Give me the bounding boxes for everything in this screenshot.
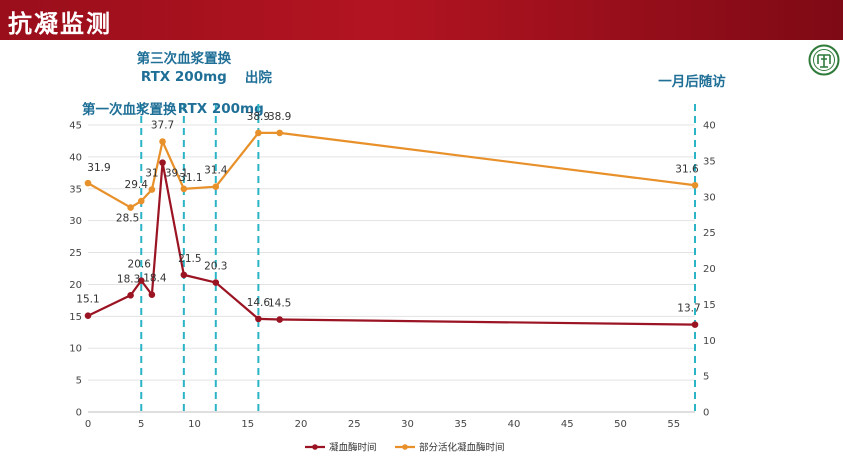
y-right-tick-label: 40 bbox=[703, 121, 716, 132]
y-left-tick-label: 0 bbox=[76, 408, 82, 419]
y-left-tick-label: 30 bbox=[69, 216, 82, 227]
legend-marker bbox=[402, 444, 408, 450]
data-point bbox=[84, 179, 92, 187]
y-right-tick-label: 0 bbox=[703, 408, 709, 419]
y-left-tick-label: 40 bbox=[69, 152, 82, 163]
data-label: 14.6 bbox=[247, 297, 271, 309]
y-left-tick-label: 25 bbox=[69, 248, 82, 259]
event-label: RTX 200mg bbox=[141, 69, 227, 85]
data-label: 38.9 bbox=[268, 111, 291, 123]
x-tick-label: 30 bbox=[401, 419, 414, 430]
event-label: RTX 200mg bbox=[178, 101, 264, 117]
y-right-tick-label: 25 bbox=[703, 228, 716, 239]
data-point bbox=[127, 291, 134, 299]
data-point bbox=[212, 279, 220, 286]
data-label: 18.3 bbox=[117, 273, 140, 285]
data-label: 39.1 bbox=[165, 168, 188, 180]
data-point bbox=[212, 183, 220, 191]
data-point bbox=[276, 129, 283, 137]
data-point bbox=[691, 321, 699, 328]
data-point bbox=[84, 312, 92, 319]
data-label: 31.9 bbox=[87, 162, 110, 174]
x-tick-label: 20 bbox=[295, 419, 308, 430]
x-tick-label: 15 bbox=[241, 419, 254, 430]
x-tick-label: 10 bbox=[188, 419, 201, 430]
data-label: 13.7 bbox=[677, 303, 700, 315]
y-left-tick-label: 35 bbox=[69, 184, 82, 195]
x-tick-label: 5 bbox=[138, 419, 144, 430]
x-tick-label: 0 bbox=[85, 419, 91, 430]
data-point bbox=[148, 291, 156, 298]
data-label: 15.1 bbox=[76, 294, 99, 306]
legend-label: 凝血酶时间 bbox=[329, 442, 377, 454]
data-point bbox=[180, 271, 188, 279]
data-point bbox=[127, 204, 134, 211]
data-label: 31.6 bbox=[675, 163, 699, 175]
data-label: 29.4 bbox=[125, 179, 149, 191]
title-bar: 抗凝监测 bbox=[0, 0, 843, 40]
y-left-tick-label: 15 bbox=[69, 312, 82, 323]
data-point bbox=[255, 315, 262, 323]
legend-item: 部分活化凝血酶时间 bbox=[395, 442, 505, 454]
y-right-tick-label: 5 bbox=[703, 372, 709, 383]
x-tick-label: 40 bbox=[508, 419, 521, 430]
page-title: 抗凝监测 bbox=[8, 10, 112, 38]
data-label: 31 bbox=[145, 168, 158, 180]
x-tick-label: 50 bbox=[614, 419, 627, 430]
data-label: 31.1 bbox=[179, 172, 202, 184]
data-label: 21.5 bbox=[178, 253, 201, 265]
x-tick-label: 45 bbox=[561, 419, 574, 430]
y-right-tick-label: 35 bbox=[703, 156, 716, 167]
y-left-tick-label: 20 bbox=[69, 280, 82, 291]
data-point bbox=[159, 138, 166, 145]
x-tick-label: 35 bbox=[454, 419, 467, 430]
event-label: 一月后随访 bbox=[658, 73, 726, 90]
y-left-tick-label: 10 bbox=[69, 344, 82, 355]
legend-item: 凝血酶时间 bbox=[305, 442, 377, 454]
y-left-tick-label: 45 bbox=[69, 121, 82, 132]
data-label: 18.4 bbox=[143, 273, 167, 285]
x-tick-label: 25 bbox=[348, 419, 361, 430]
series-line bbox=[87, 131, 696, 209]
data-point bbox=[691, 181, 699, 189]
y-right-tick-label: 10 bbox=[703, 336, 716, 347]
data-label: 28.5 bbox=[116, 213, 139, 225]
event-label: 出院 bbox=[245, 69, 272, 86]
legend-label: 部分活化凝血酶时间 bbox=[419, 442, 505, 454]
data-point bbox=[180, 185, 188, 193]
data-point bbox=[137, 277, 145, 284]
data-label: 31.4 bbox=[204, 165, 228, 177]
data-label: 20.6 bbox=[128, 259, 152, 271]
y-left-tick-label: 5 bbox=[76, 376, 82, 387]
data-label: 20.3 bbox=[204, 261, 227, 273]
hospital-logo-icon bbox=[808, 44, 840, 76]
series-line bbox=[87, 161, 696, 326]
y-right-tick-label: 30 bbox=[703, 192, 716, 203]
data-label: 37.7 bbox=[151, 120, 174, 132]
data-label: 14.5 bbox=[268, 298, 291, 310]
x-tick-label: 55 bbox=[667, 419, 680, 430]
data-point bbox=[276, 316, 283, 323]
data-point bbox=[159, 159, 166, 166]
data-point bbox=[255, 129, 262, 137]
data-point bbox=[137, 197, 145, 205]
event-label: 第三次血浆置换 bbox=[137, 50, 232, 67]
y-right-tick-label: 15 bbox=[703, 300, 716, 311]
event-label: 第一次血浆置换 bbox=[82, 101, 177, 118]
legend-marker bbox=[312, 444, 318, 450]
data-label: 38.9 bbox=[247, 111, 270, 123]
y-right-tick-label: 20 bbox=[703, 264, 716, 275]
data-point bbox=[148, 186, 156, 193]
